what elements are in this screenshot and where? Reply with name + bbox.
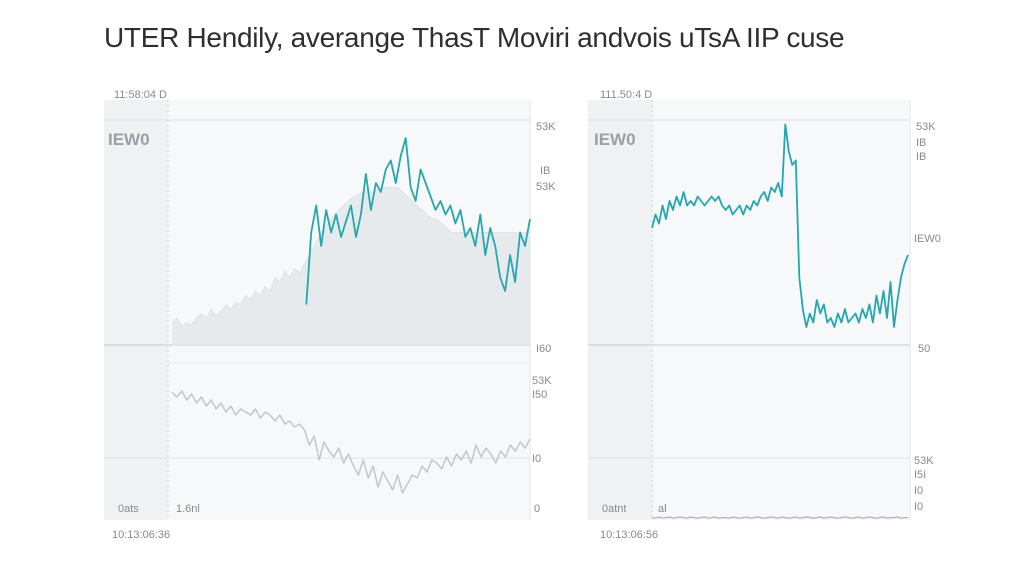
left-section-gap — [104, 362, 530, 364]
right-panel: 111.50:4 D IEW0 0atnt al 10:13:06:56 53K… — [588, 89, 941, 541]
left-series-2-area — [172, 187, 530, 345]
left-series-3-line — [171, 390, 531, 494]
right-panel-label: IEW0 — [594, 130, 636, 149]
left-panel: 11:58:04 D IEW0 0ats 1.6nl 10:13:06:36 5… — [104, 89, 556, 541]
right-right-tick-u0: 53K — [916, 121, 936, 133]
left-lower-label-0: 0ats — [118, 503, 139, 515]
left-right-tick-u0: 53K — [536, 121, 556, 133]
left-bottom-left-label: 10:13:06:36 — [112, 529, 170, 541]
right-right-tick-l0: 53K — [914, 455, 934, 467]
right-right-tick-u1: IB — [916, 137, 926, 149]
left-right-tick-u1: IB — [540, 165, 550, 177]
right-right-tick-u2: IB — [916, 151, 926, 163]
left-right-tick-l1: I50 — [532, 389, 547, 401]
left-series-1-line — [305, 137, 531, 305]
right-series-2-line — [651, 516, 908, 519]
right-right-tick-u3: IEW0 — [914, 233, 941, 245]
left-right-tick-l0: 53K — [532, 375, 552, 387]
right-lower-label-0: 0atnt — [602, 503, 626, 515]
left-panel-label: IEW0 — [108, 130, 150, 149]
left-right-tick-l3: 0 — [534, 503, 540, 515]
left-series-group — [171, 137, 531, 494]
right-series-group — [651, 123, 909, 519]
left-right-tick-u3: I60 — [536, 343, 551, 355]
right-right-tick-l1: I5I — [914, 469, 926, 481]
left-right-tick-u2: 53K — [536, 181, 556, 193]
right-right-tick-u4: 50 — [918, 343, 930, 355]
right-right-tick-l3: I0 — [914, 501, 923, 513]
right-series-1-line — [651, 123, 909, 328]
right-bottom-left-label: 10:13:06:56 — [600, 529, 658, 541]
left-top-left-label: 11:58:04 D — [114, 89, 167, 101]
chart-title: UTER Hendily, averange ThasT Moviri andv… — [104, 22, 845, 53]
right-top-left-label: 111.50:4 D — [600, 89, 652, 101]
left-lower-label-1: 1.6nl — [176, 503, 200, 515]
left-series-2-line — [171, 187, 530, 328]
right-right-tick-l2: I0 — [914, 485, 923, 497]
left-panel-side-strip — [104, 100, 168, 520]
right-lower-label-1: al — [658, 503, 667, 515]
left-right-tick-l2: I0 — [532, 453, 541, 465]
right-panel-side-strip — [588, 100, 652, 520]
